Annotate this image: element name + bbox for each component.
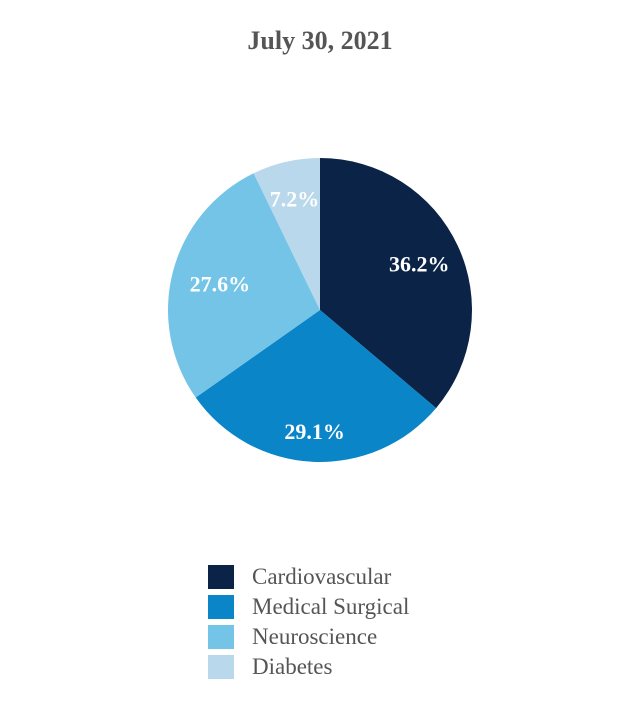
pie-slice-neuroscience [167, 173, 320, 398]
legend-label: Neuroscience [252, 624, 378, 649]
legend-label: Medical Surgical [252, 594, 410, 619]
legend-swatch [208, 625, 234, 649]
legend-item: Cardiovascular [208, 562, 409, 592]
chart-title: July 30, 2021 [247, 26, 393, 55]
chart-legend: Cardiovascular Medical Surgical Neuroscien… [208, 562, 409, 682]
legend-swatch [208, 655, 234, 679]
legend-label: Cardiovascular [252, 564, 392, 589]
slice-value-label: 27.6% [190, 272, 251, 297]
slice-value-label: 29.1% [284, 419, 345, 444]
slice-value-label: 7.2% [270, 186, 320, 211]
pie-slice-cardiovascular [320, 158, 472, 409]
legend-swatch [208, 595, 234, 619]
legend-swatch [208, 565, 234, 589]
pie-slice-diabetes [253, 158, 320, 310]
legend-item: Medical Surgical [208, 592, 409, 622]
legend-label: Diabetes [252, 654, 333, 679]
pie-slice-medical-surgical [195, 310, 437, 462]
legend-item: Neuroscience [208, 622, 409, 652]
legend-item: Diabetes [208, 652, 409, 682]
slice-value-label: 36.2% [389, 251, 450, 276]
